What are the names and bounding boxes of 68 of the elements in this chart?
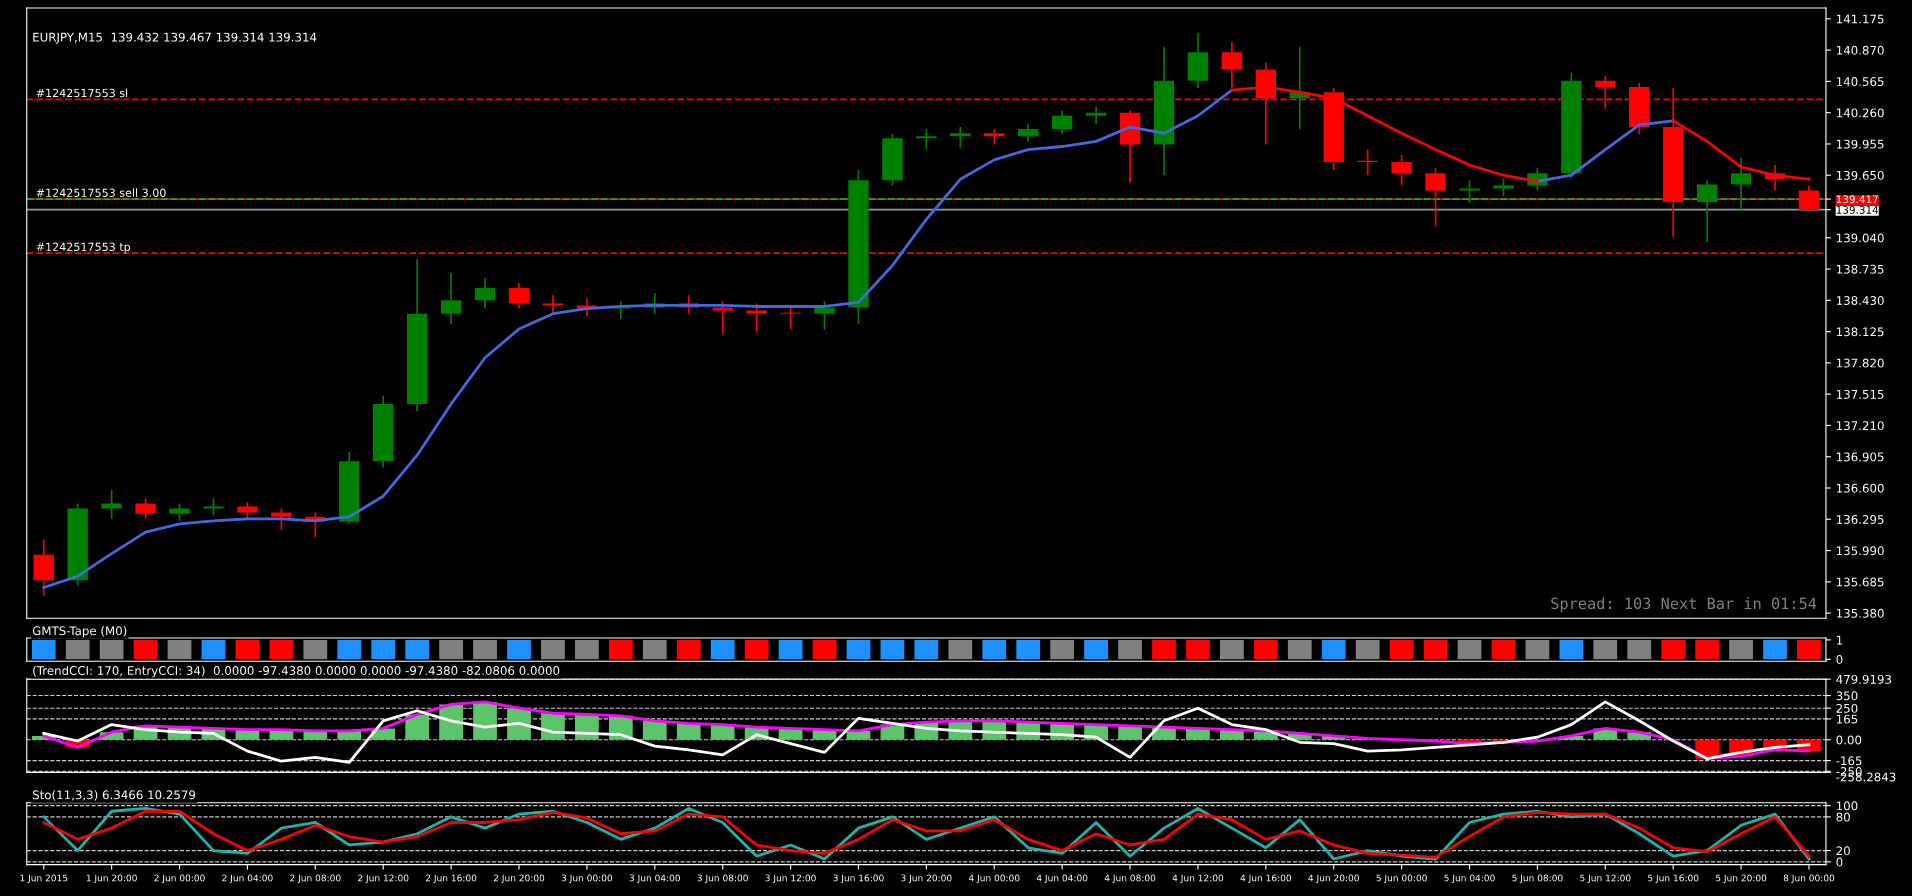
y-tick-label: 137.210	[1836, 421, 1884, 431]
chart-title: GMTS-Tape (M0)	[32, 626, 127, 638]
y-tick-label: 136.905	[1836, 452, 1884, 462]
x-tick-label: 2 Jun 12:00	[358, 874, 409, 884]
y-tick-label: 135.685	[1836, 577, 1884, 587]
y-tick-label: 138.735	[1836, 264, 1884, 274]
y-tick-label: 139.314	[1836, 205, 1879, 214]
x-tick-label: 4 Jun 12:00	[1172, 874, 1224, 884]
y-tick-label: 250	[1836, 703, 1858, 713]
y-tick-label: 0	[1836, 857, 1843, 867]
x-tick-label: 5 Jun 16:00	[1648, 874, 1699, 884]
x-tick-label: 3 Jun 20:00	[901, 874, 952, 884]
y-tick-label: 140.565	[1836, 77, 1884, 87]
x-tick-label: 3 Jun 00:00	[561, 874, 613, 884]
y-tick-label: 100	[1836, 801, 1858, 811]
y-tick-label: 479.9193	[1836, 674, 1892, 684]
x-tick-label: 3 Jun 04:00	[629, 874, 680, 884]
y-tick-label: 1	[1836, 635, 1843, 645]
y-tick-label: 139.955	[1836, 139, 1884, 149]
x-tick-label: 5 Jun 00:00	[1376, 874, 1427, 884]
y-tick-label: 140.870	[1836, 45, 1884, 55]
y-tick-label: -165	[1836, 756, 1862, 766]
x-tick-label: 5 Jun 12:00	[1580, 874, 1631, 884]
y-tick-label: 139.040	[1836, 233, 1884, 243]
y-tick-label: 137.515	[1836, 389, 1884, 399]
y-tick-label: 20	[1836, 846, 1850, 856]
annotation: Spread: 103 Next Bar in 01:54	[1551, 597, 1817, 613]
y-tick-label: 140.260	[1836, 108, 1884, 118]
ref-line-label: #1242517553 sl	[36, 88, 128, 98]
y-tick-label: 80	[1836, 812, 1850, 822]
y-tick-label: 141.175	[1836, 14, 1884, 24]
y-tick-label: 0	[1836, 655, 1843, 664]
y-tick-label: 0.00	[1836, 735, 1862, 745]
y-tick-label: 165	[1836, 714, 1858, 724]
x-tick-label: 2 Jun 16:00	[425, 874, 477, 884]
y-tick-label: 139.417	[1836, 195, 1878, 204]
y-tick-label: 350	[1836, 691, 1858, 701]
x-tick-label: 4 Jun 00:00	[968, 874, 1020, 884]
y-tick-label: 135.380	[1836, 608, 1884, 618]
x-tick-label: 2 Jun 08:00	[290, 874, 341, 884]
y-tick-label: 136.295	[1836, 515, 1884, 524]
x-tick-label: 3 Jun 16:00	[833, 874, 884, 884]
x-tick-label: 4 Jun 04:00	[1036, 874, 1088, 884]
ref-line-label: #1242517553 sell 3.00	[36, 188, 166, 197]
y-tick-label: 136.600	[1836, 483, 1884, 493]
chart-title: (TrendCCI: 170, EntryCCI: 34) 0.0000 -97.4380 0.0000 0.0000 -97.4380 -82.0806 0.0000	[33, 665, 560, 678]
x-tick-label: 3 Jun 12:00	[765, 874, 816, 884]
y-tick-label: 138.125	[1836, 327, 1884, 337]
x-tick-label: 5 Jun 04:00	[1444, 874, 1495, 884]
x-tick-label: 8 Jun 00:00	[1783, 874, 1835, 884]
y-tick-label: 139.650	[1836, 170, 1884, 180]
text: EURJPY,M15 139.432 139.467 139.314 139.314	[33, 32, 317, 44]
x-tick-label: 2 Jun 04:00	[222, 874, 273, 884]
x-tick-label: 3 Jun 08:00	[697, 874, 748, 884]
y-tick-label: 135.990	[1836, 546, 1884, 556]
x-tick-label: 4 Jun 16:00	[1240, 874, 1292, 884]
x-tick-label: 4 Jun 08:00	[1104, 874, 1156, 884]
x-tick-label: 5 Jun 20:00	[1715, 874, 1767, 884]
ref-line-label: #1242517553 tp	[36, 242, 131, 254]
x-tick-label: 2 Jun 20:00	[493, 874, 545, 884]
x-tick-label: 1 Jun 2015	[20, 874, 68, 884]
chart-title: Sto(11,3,3) 6.3466 10.2579	[32, 790, 196, 801]
y-tick-label: 138.430	[1836, 296, 1884, 305]
x-tick-label: 5 Jun 08:00	[1512, 874, 1563, 884]
x-tick-label: 1 Jun 20:00	[86, 874, 137, 884]
x-tick-label: 2 Jun 00:00	[154, 874, 205, 884]
x-tick-label: 4 Jun 20:00	[1308, 874, 1359, 884]
y-tick-label: 137.820	[1836, 358, 1884, 368]
